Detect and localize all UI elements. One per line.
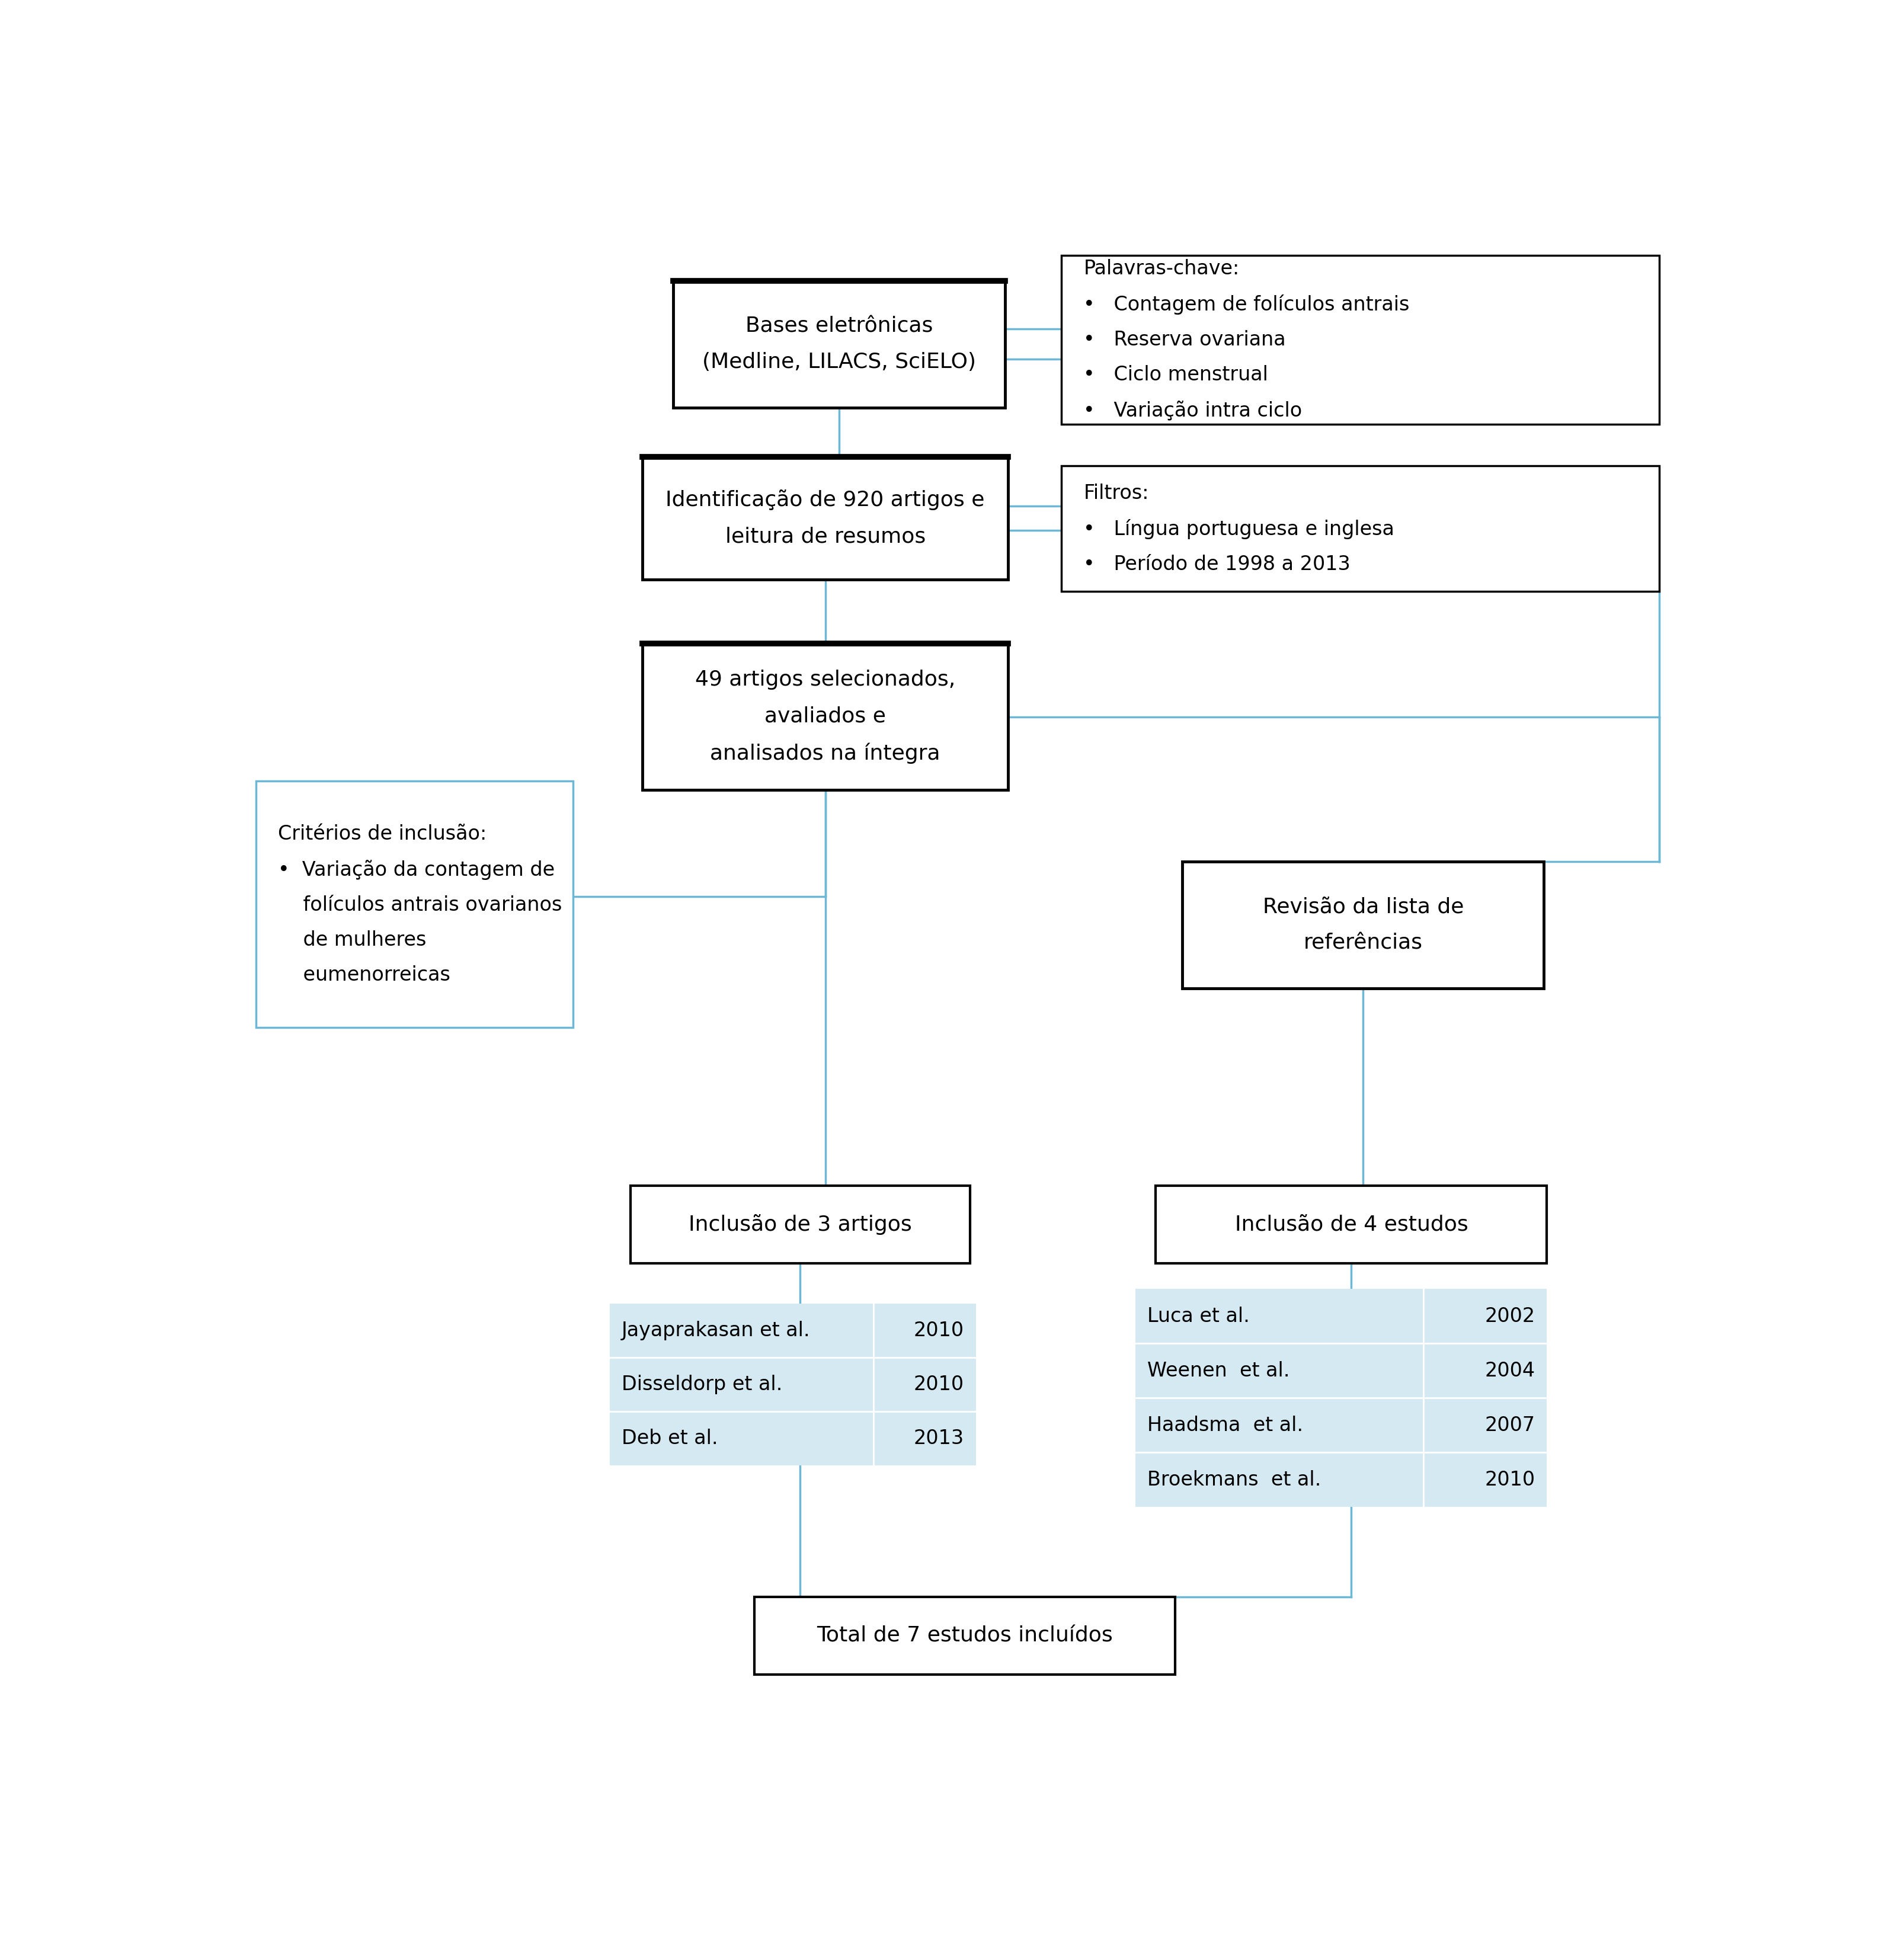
FancyBboxPatch shape — [609, 1304, 975, 1358]
FancyBboxPatch shape — [1135, 1399, 1546, 1453]
Text: Palavras-chave:
•   Contagem de folículos antrais
•   Reserva ovariana
•   Ciclo: Palavras-chave: • Contagem de folículos … — [1083, 258, 1409, 421]
FancyBboxPatch shape — [1135, 1342, 1546, 1399]
Text: 2002: 2002 — [1485, 1306, 1535, 1325]
Text: 2007: 2007 — [1485, 1416, 1535, 1436]
Text: 2010: 2010 — [914, 1321, 963, 1341]
FancyBboxPatch shape — [255, 782, 573, 1028]
FancyBboxPatch shape — [630, 1185, 969, 1263]
FancyBboxPatch shape — [1182, 861, 1544, 989]
Text: Disseldorp et al.: Disseldorp et al. — [621, 1375, 783, 1395]
Text: Luca et al.: Luca et al. — [1146, 1306, 1249, 1325]
Text: Identificação de 920 artigos e
leitura de resumos: Identificação de 920 artigos e leitura d… — [666, 489, 984, 547]
Text: 2010: 2010 — [914, 1375, 963, 1395]
FancyBboxPatch shape — [674, 281, 1005, 407]
FancyBboxPatch shape — [1061, 466, 1658, 592]
FancyBboxPatch shape — [609, 1412, 975, 1465]
Text: 2013: 2013 — [914, 1428, 963, 1447]
Text: Total de 7 estudos incluídos: Total de 7 estudos incluídos — [817, 1626, 1112, 1645]
Text: 2010: 2010 — [1485, 1471, 1535, 1490]
Text: Haadsma  et al.: Haadsma et al. — [1146, 1416, 1302, 1436]
Text: Bases eletrônicas
(Medline, LILACS, SciELO): Bases eletrônicas (Medline, LILACS, SciE… — [703, 316, 977, 372]
FancyBboxPatch shape — [1156, 1185, 1546, 1263]
Text: 49 artigos selecionados,
avaliados e
analisados na íntegra: 49 artigos selecionados, avaliados e ana… — [695, 669, 956, 764]
FancyBboxPatch shape — [609, 1358, 975, 1412]
Text: Broekmans  et al.: Broekmans et al. — [1146, 1471, 1321, 1490]
FancyBboxPatch shape — [1135, 1288, 1546, 1342]
Text: Deb et al.: Deb et al. — [621, 1428, 718, 1447]
Text: Critérios de inclusão:
•  Variação da contagem de
    folículos antrais ovariano: Critérios de inclusão: • Variação da con… — [278, 824, 562, 986]
Text: Inclusão de 3 artigos: Inclusão de 3 artigos — [689, 1214, 912, 1236]
FancyBboxPatch shape — [642, 644, 1009, 790]
Text: Jayaprakasan et al.: Jayaprakasan et al. — [621, 1321, 811, 1341]
FancyBboxPatch shape — [1135, 1453, 1546, 1507]
FancyBboxPatch shape — [754, 1597, 1175, 1674]
Text: Filtros:
•   Língua portuguesa e inglesa
•   Período de 1998 a 2013: Filtros: • Língua portuguesa e inglesa •… — [1083, 483, 1394, 574]
Text: Inclusão de 4 estudos: Inclusão de 4 estudos — [1234, 1214, 1468, 1234]
Text: 2004: 2004 — [1485, 1362, 1535, 1381]
FancyBboxPatch shape — [1061, 256, 1658, 425]
FancyBboxPatch shape — [642, 458, 1009, 580]
Text: Weenen  et al.: Weenen et al. — [1146, 1362, 1289, 1381]
Text: Revisão da lista de
referências: Revisão da lista de referências — [1262, 896, 1464, 953]
